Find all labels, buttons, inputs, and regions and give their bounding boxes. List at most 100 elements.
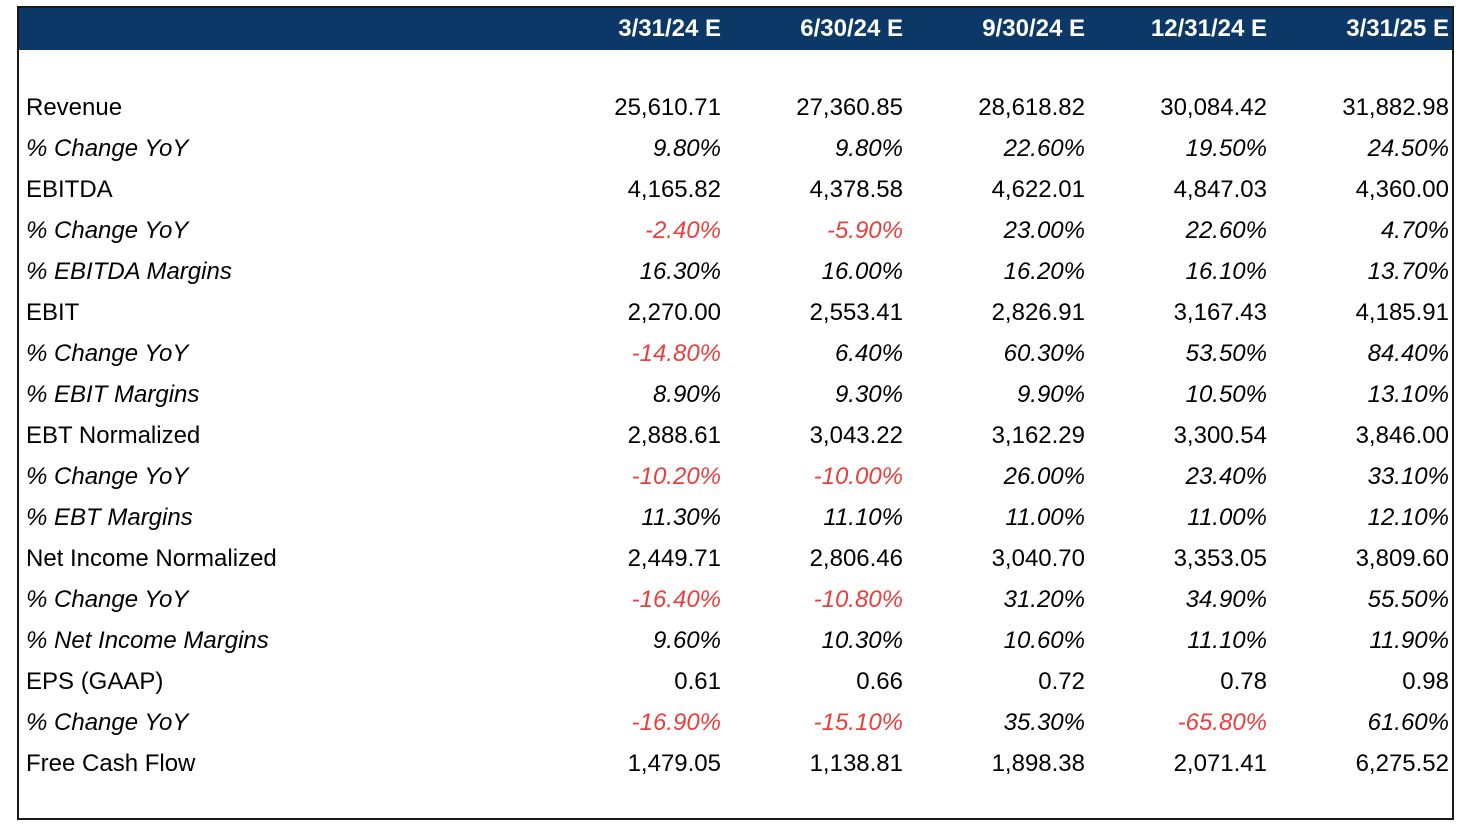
table-cell: 11.10%: [1187, 627, 1267, 654]
table-cell: 3,167.43: [1173, 299, 1267, 326]
row-label: EBITDA: [26, 176, 113, 203]
header-cell: 12/31/24 E: [1150, 15, 1267, 42]
table-cell: 4,185.91: [1355, 299, 1449, 326]
table-cell: -10.80%: [813, 586, 903, 613]
table-cell: 13.10%: [1367, 381, 1449, 408]
table-cell: 10.60%: [1003, 627, 1085, 654]
table-row: EPS (GAAP) 0.61 0.66 0.72 0.78 0.98: [19, 661, 1452, 702]
table-cell: 13.70%: [1367, 258, 1449, 285]
table-cell: 9.80%: [652, 135, 721, 162]
table-cell: 2,806.46: [809, 545, 903, 572]
table-cell: 6.40%: [834, 340, 903, 367]
table-cell: 19.50%: [1185, 135, 1267, 162]
table-row: % Change YoY -14.80% 6.40% 60.30% 53.50% 84.4…: [19, 333, 1452, 374]
table-cell: 31,882.98: [1342, 94, 1449, 121]
table-cell: 9.30%: [834, 381, 903, 408]
row-label: % Change YoY: [26, 217, 189, 244]
table-cell: 3,162.29: [991, 422, 1085, 449]
row-label: % Change YoY: [26, 586, 189, 613]
table-cell: 60.30%: [1003, 340, 1085, 367]
table-cell: 34.90%: [1185, 586, 1267, 613]
table-row: EBIT 2,270.00 2,553.41 2,826.91 3,167.43 4,18…: [19, 292, 1452, 333]
table-cell: 2,553.41: [809, 299, 903, 326]
table-row: % Change YoY -10.20% -10.00% 26.00% 23.40% 33…: [19, 456, 1452, 497]
table-cell: 9.80%: [834, 135, 903, 162]
table-row: EBITDA 4,165.82 4,378.58 4,622.01 4,847.03 4,…: [19, 169, 1452, 210]
row-label: % Change YoY: [26, 340, 189, 367]
table-cell: 4.70%: [1380, 217, 1449, 244]
table-cell: 24.50%: [1367, 135, 1449, 162]
header-cell: 6/30/24 E: [800, 15, 903, 42]
table-cell: 55.50%: [1367, 586, 1449, 613]
table-row: % Net Income Margins 9.60% 10.30% 10.60% 11.…: [19, 620, 1452, 661]
table-cell: 1,479.05: [627, 750, 721, 777]
table-cell: 53.50%: [1185, 340, 1267, 367]
table-cell: 2,826.91: [991, 299, 1085, 326]
table-cell: 23.00%: [1003, 217, 1085, 244]
table-cell: 26.00%: [1003, 463, 1085, 490]
table-cell: 11.90%: [1369, 627, 1449, 654]
table-cell: 33.10%: [1367, 463, 1449, 490]
table-cell: 0.61: [674, 668, 721, 695]
table-cell: -10.20%: [631, 463, 721, 490]
row-label: % Change YoY: [26, 135, 189, 162]
table-row: % Change YoY 9.80% 9.80% 22.60% 19.50% 24.50%: [19, 128, 1452, 169]
table-row: % EBIT Margins 8.90% 9.30% 9.90% 10.50% 13.10…: [19, 374, 1452, 415]
table-cell: 0.98: [1402, 668, 1449, 695]
table-cell: 4,165.82: [627, 176, 721, 203]
table-cell: 2,888.61: [627, 422, 721, 449]
table-row: % Change YoY -16.40% -10.80% 31.20% 34.90% 55…: [19, 579, 1452, 620]
table-cell: -16.90%: [631, 709, 721, 736]
table-row: % EBITDA Margins 16.30% 16.00% 16.20% 16.10%…: [19, 251, 1452, 292]
row-label: % EBITDA Margins: [26, 258, 232, 285]
row-label: Revenue: [26, 94, 123, 121]
table-cell: 31.20%: [1003, 586, 1085, 613]
header-cell: 3/31/25 E: [1346, 15, 1449, 42]
table-cell: 11.10%: [823, 504, 903, 531]
table-cell: 3,846.00: [1355, 422, 1449, 449]
table-cell: 4,360.00: [1355, 176, 1449, 203]
table-cell: 3,043.22: [809, 422, 903, 449]
table-cell: 84.40%: [1367, 340, 1449, 367]
table-cell: 22.60%: [1003, 135, 1085, 162]
table-cell: 9.60%: [652, 627, 721, 654]
table-cell: 6,275.52: [1355, 750, 1449, 777]
header-cell: 3/31/24 E: [618, 15, 721, 42]
table-row: Free Cash Flow 1,479.05 1,138.81 1,898.38 2,…: [19, 743, 1452, 784]
table-cell: 2,449.71: [627, 545, 721, 572]
row-label: EBT Normalized: [26, 422, 201, 449]
table-cell: -15.10%: [813, 709, 903, 736]
row-label: % Net Income Margins: [26, 627, 269, 654]
table-cell: 11.00%: [1005, 504, 1085, 531]
table-cell: 35.30%: [1003, 709, 1085, 736]
table-cell: 61.60%: [1367, 709, 1449, 736]
table-cell: 1,138.81: [809, 750, 903, 777]
table-row: % EBT Margins 11.30% 11.10% 11.00% 11.00% 12.…: [19, 497, 1452, 538]
table-cell: -5.90%: [826, 217, 903, 244]
table-row: % Change YoY -2.40% -5.90% 23.00% 22.60% 4.70…: [19, 210, 1452, 251]
table-cell: 12.10%: [1367, 504, 1449, 531]
table-cell: 11.00%: [1187, 504, 1267, 531]
table-cell: -16.40%: [631, 586, 721, 613]
row-label: % EBIT Margins: [26, 381, 200, 408]
row-label: % Change YoY: [26, 463, 189, 490]
row-label: % Change YoY: [26, 709, 189, 736]
table-cell: 16.10%: [1185, 258, 1267, 285]
table-cell: -2.40%: [644, 217, 721, 244]
table-cell: 3,809.60: [1355, 545, 1449, 572]
row-label: Net Income Normalized: [26, 545, 277, 572]
table-cell: -10.00%: [813, 463, 903, 490]
table-cell: 4,847.03: [1173, 176, 1267, 203]
table-cell: 10.50%: [1185, 381, 1267, 408]
financial-table: 3/31/24 E 6/30/24 E 9/30/24 E 12/31/24 E…: [17, 6, 1454, 820]
table-header: 3/31/24 E 6/30/24 E 9/30/24 E 12/31/24 E…: [19, 8, 1452, 50]
table-cell: 23.40%: [1185, 463, 1267, 490]
table-cell: 0.72: [1038, 668, 1085, 695]
table-cell: 0.66: [856, 668, 903, 695]
table-cell: 2,071.41: [1173, 750, 1267, 777]
table-cell: 8.90%: [652, 381, 721, 408]
row-label: EBIT: [26, 299, 80, 326]
table-cell: 22.60%: [1185, 217, 1267, 244]
header-cell: 9/30/24 E: [982, 15, 1085, 42]
table-cell: 16.30%: [639, 258, 721, 285]
